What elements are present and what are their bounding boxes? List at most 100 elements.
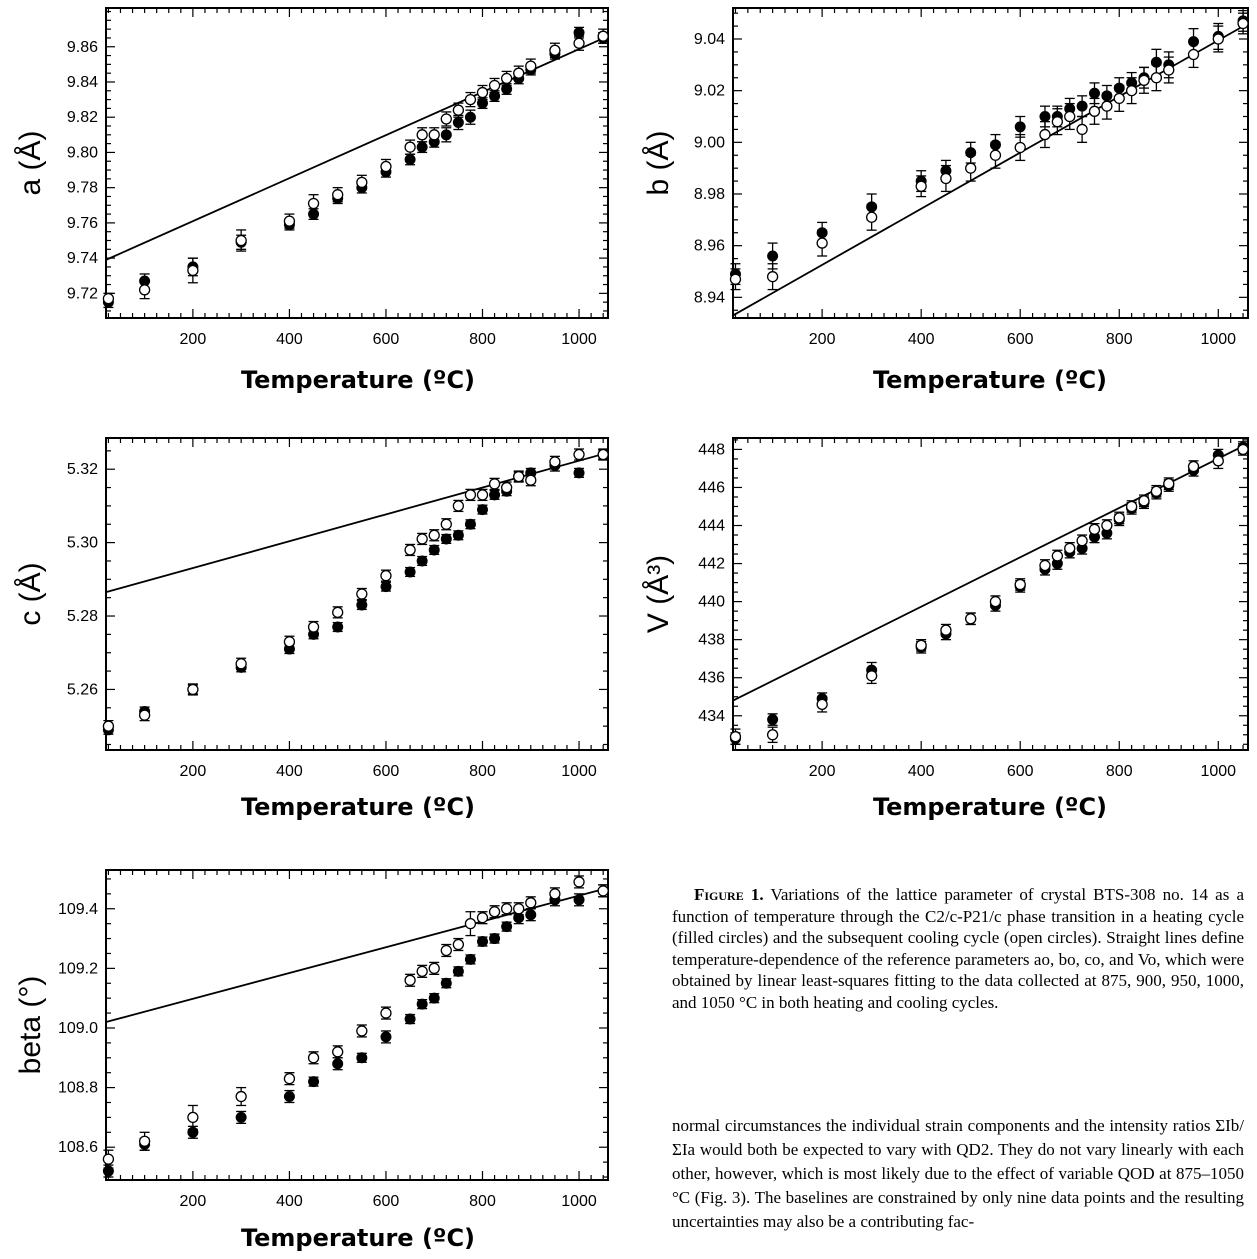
data-point-heating [464,953,476,965]
y-tick-label: 5.28 [67,608,98,625]
data-point-heating [1039,111,1051,122]
y-tick-label: 109.0 [58,1020,98,1037]
x-tick-label: 200 [180,763,207,780]
data-point-cooling [187,264,199,277]
data-point-cooling [380,569,392,582]
data-point-cooling [1113,512,1125,524]
x-tick-label: 200 [180,331,207,348]
data-point-cooling [513,67,525,79]
data-point-cooling [235,234,247,247]
data-point-heating [767,714,779,726]
data-point-cooling [549,44,561,56]
x-tick-label: 800 [469,1193,496,1210]
data-point-cooling [283,636,296,648]
x-tick-label: 200 [809,763,836,780]
data-point-cooling [597,885,609,897]
data-point-cooling [1187,460,1200,473]
x-tick-label: 800 [469,763,496,780]
reference-fit-line [105,451,609,594]
data-point-heating [464,111,476,123]
y-tick-label: 108.8 [58,1080,98,1097]
data-point-heating [356,599,368,611]
y-tick-label: 440 [698,594,725,611]
data-point-heating [464,518,476,530]
y-tick-label: 436 [698,670,725,687]
x-tick-label: 400 [908,763,935,780]
y-axis-label: a (Å) [14,130,47,195]
y-tick-label: 109.4 [58,901,98,918]
data-point-heating [416,555,428,567]
data-point-heating [489,933,501,945]
data-point-cooling [1039,128,1051,141]
data-point-heating [416,998,428,1010]
x-tick-label: 400 [276,763,303,780]
data-point-heating [235,1111,247,1123]
data-point-heating [1014,121,1026,133]
data-point-cooling [525,60,537,72]
data-point-cooling [235,658,247,670]
data-point-cooling [525,897,537,909]
data-point-cooling [766,729,779,741]
data-point-cooling [729,731,742,743]
data-point-heating [477,936,488,948]
data-point-cooling [513,903,525,915]
data-point-cooling [573,448,585,461]
data-point-heating [489,489,501,501]
chart-panel-4: 200 400 600 800 1000 434 436 438 440 442 444 446 448… [642,437,1249,821]
data-point-cooling [452,104,465,116]
data-point-cooling [464,918,477,930]
data-point-cooling [476,912,489,924]
y-tick-label: 9.02 [694,83,725,100]
data-point-cooling [1163,64,1175,76]
data-point-cooling [1125,500,1138,513]
x-tick-label: 200 [809,331,836,348]
data-point-cooling [102,1153,115,1165]
y-tick-label: 109.2 [58,960,98,977]
data-point-cooling [404,141,416,153]
x-axis-label: Temperature (ºC) [873,366,1107,394]
y-tick-label: 8.96 [694,238,725,255]
data-point-cooling [549,456,561,468]
data-point-heating [525,909,537,921]
data-point-cooling [452,500,465,512]
data-point-heating [440,977,452,989]
data-point-cooling [866,670,878,682]
y-tick-label: 9.78 [67,180,98,197]
y-tick-label: 9.76 [67,215,98,232]
data-point-cooling [816,237,828,249]
data-point-cooling [138,284,151,296]
x-tick-label: 1000 [1200,763,1236,780]
x-tick-label: 600 [373,763,400,780]
y-tick-label: 108.6 [58,1139,98,1156]
data-point-cooling [307,1052,320,1064]
data-point-cooling [1113,92,1125,105]
data-point-heating [452,965,464,977]
x-tick-label: 600 [1007,763,1034,780]
data-point-cooling [452,938,465,951]
data-point-cooling [1076,123,1088,136]
y-tick-label: 444 [698,518,725,535]
x-axis-label: Temperature (ºC) [241,793,475,821]
data-point-cooling [1014,141,1026,154]
data-point-heating [452,529,464,541]
data-point-cooling [102,720,115,732]
data-point-cooling [1051,550,1064,562]
data-point-cooling [440,944,452,957]
data-point-cooling [428,529,440,541]
data-point-cooling [404,974,416,986]
data-point-heating [452,116,464,128]
x-tick-label: 400 [276,1193,303,1210]
caption-text: Variations of the lattice parameter of c… [672,885,1244,1012]
data-point-heating [428,544,440,556]
y-axis-label: c (Å) [14,562,47,625]
data-point-cooling [476,489,489,501]
y-tick-label: 9.84 [67,74,98,91]
data-point-cooling [138,709,151,721]
data-point-heating [573,894,585,906]
data-point-cooling [380,160,392,173]
data-point-cooling [1187,48,1200,61]
data-point-cooling [989,149,1002,161]
data-point-cooling [500,72,513,85]
data-point-cooling [1163,478,1175,490]
data-point-cooling [1150,72,1163,84]
